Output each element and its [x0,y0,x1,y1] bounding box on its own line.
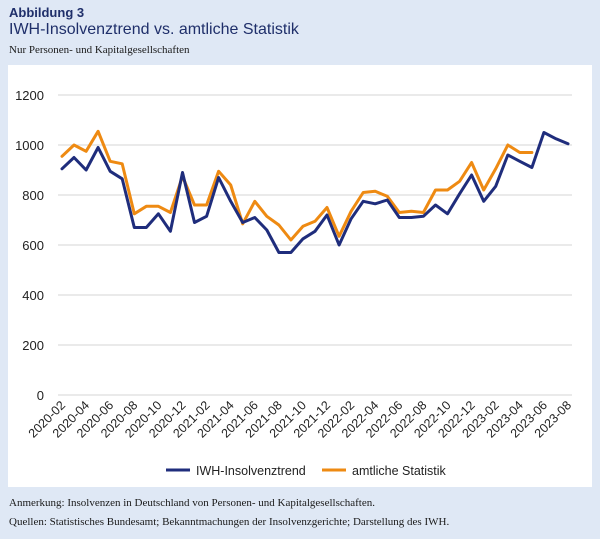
y-tick-label: 0 [37,388,44,403]
series-line [60,131,570,254]
chart-panel [8,65,592,487]
y-tick-label: 200 [22,338,44,353]
y-tick-label: 400 [22,288,44,303]
gridlines [58,94,572,396]
legend-label: IWH-Insolvenztrend [196,464,306,478]
sources-note: Quellen: Statistisches Bundesamt; Bekann… [9,516,450,528]
y-tick-label: 800 [22,188,44,203]
figure-label: Abbildung 3 [9,5,85,20]
y-axis-ticks: 0 200 400 600 800 1000 1200 [15,88,44,403]
y-tick-label: 1200 [15,88,44,103]
figure-subtitle: Nur Personen- und Kapitalgesellschaften [9,44,190,56]
x-axis-ticks: 2020-022020-042020-062020-082020-102020-… [26,398,574,440]
y-tick-label: 1000 [15,138,44,153]
legend: IWH-Insolvenztrend amtliche Statistik [166,464,447,478]
legend-label: amtliche Statistik [352,464,447,478]
series-lines [60,129,570,254]
remark-note: Anmerkung: Insolvenzen in Deutschland vo… [9,497,375,509]
series-line [60,129,534,242]
y-tick-label: 600 [22,238,44,253]
figure-title: IWH-Insolvenztrend vs. amtliche Statisti… [9,21,299,38]
